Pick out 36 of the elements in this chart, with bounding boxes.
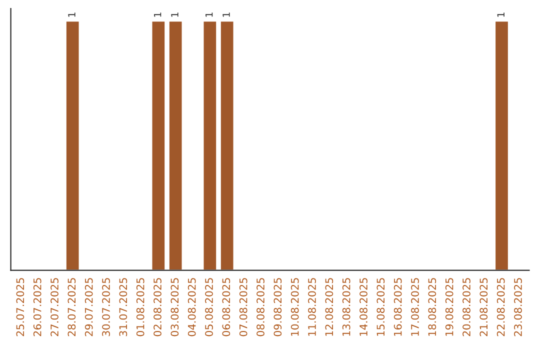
x-tick-label: 27.07.2025 bbox=[50, 278, 58, 336]
x-tick-label: 29.07.2025 bbox=[84, 278, 93, 336]
x-tick-label: 07.08.2025 bbox=[239, 278, 248, 336]
x-tick-label: 25.07.2025 bbox=[16, 278, 24, 336]
data-label: 1 bbox=[497, 12, 504, 17]
x-tick-label: 12.08.2025 bbox=[325, 278, 334, 336]
x-tick-label: 11.08.2025 bbox=[308, 278, 316, 336]
data-label: 1 bbox=[171, 12, 178, 17]
x-tick-label: 26.07.2025 bbox=[33, 278, 42, 336]
data-label: 1 bbox=[222, 12, 230, 17]
x-tick-label: 02.08.2025 bbox=[154, 278, 162, 336]
data-label: 1 bbox=[206, 12, 213, 17]
x-tick-label: 01.08.2025 bbox=[136, 278, 144, 336]
x-tick-label: 23.08.2025 bbox=[514, 278, 522, 336]
x-tick-label: 21.08.2025 bbox=[480, 278, 488, 336]
x-tick-label: 14.08.2025 bbox=[360, 278, 368, 336]
x-tick-label: 30.07.2025 bbox=[102, 278, 110, 336]
x-tick-label: 15.08.2025 bbox=[376, 278, 385, 336]
x-tick-label: 19.08.2025 bbox=[445, 278, 454, 336]
x-tick-label: 17.08.2025 bbox=[411, 278, 419, 336]
x-tick-label: 04.08.2025 bbox=[188, 278, 196, 336]
x-tick-label: 05.08.2025 bbox=[205, 278, 213, 336]
x-tick-label: 06.08.2025 bbox=[222, 278, 230, 336]
x-tick-label: 08.08.2025 bbox=[256, 278, 264, 336]
x-tick-label: 09.08.2025 bbox=[274, 278, 282, 336]
x-tick-label: 22.08.2025 bbox=[496, 278, 505, 336]
x-tick-label: 31.07.2025 bbox=[119, 278, 128, 336]
data-label: 1 bbox=[154, 12, 162, 17]
x-tick-label: 13.08.2025 bbox=[342, 278, 350, 336]
data-label: 1 bbox=[68, 12, 76, 17]
x-tick-label: 20.08.2025 bbox=[462, 278, 470, 336]
x-tick-label: 28.07.2025 bbox=[68, 278, 76, 336]
x-tick-label: 03.08.2025 bbox=[170, 278, 179, 336]
x-tick-label: 16.08.2025 bbox=[394, 278, 402, 336]
x-tick-label: 18.08.2025 bbox=[428, 278, 436, 336]
x-tick-label: 10.08.2025 bbox=[290, 278, 299, 336]
